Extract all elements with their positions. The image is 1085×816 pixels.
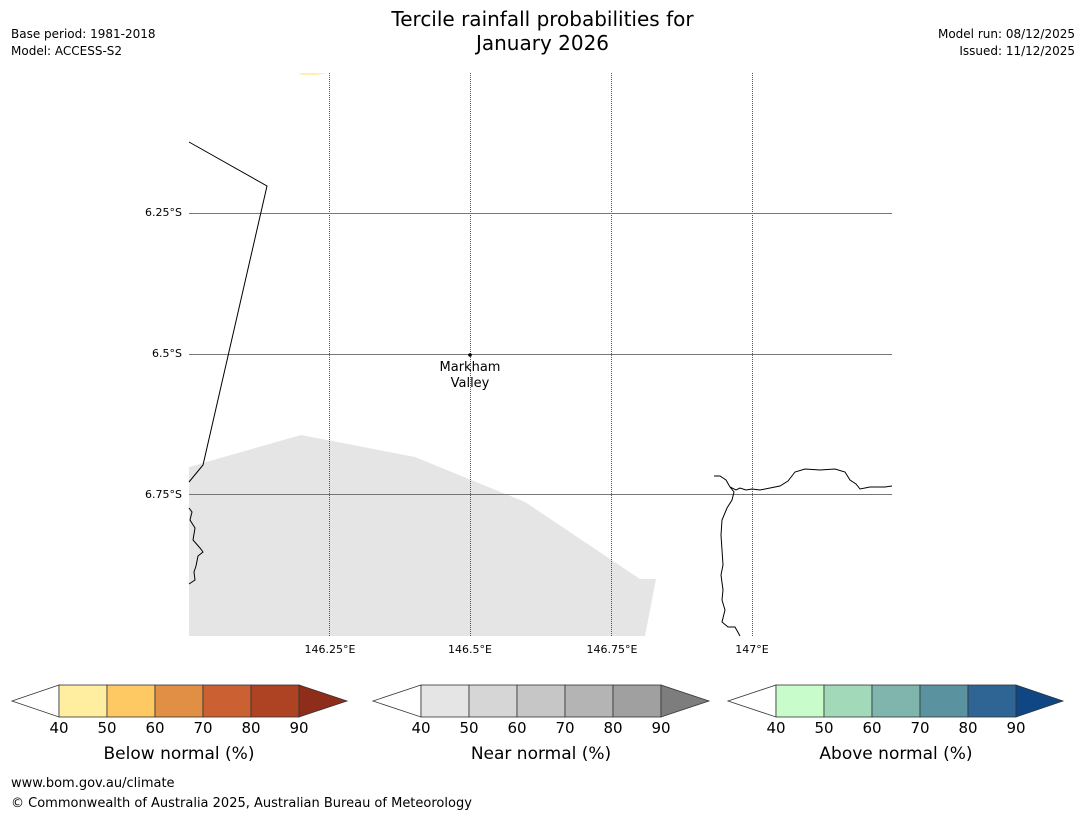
below-tick-80: 80 — [241, 719, 261, 737]
map-title-line2: January 2026 — [475, 31, 610, 55]
colorbar-above-bin-70 — [919, 684, 969, 718]
lon-label-146-25: 146.25°E — [304, 643, 356, 656]
colorbar-above-bin-80 — [967, 684, 1017, 718]
below-tick-90: 90 — [289, 719, 309, 737]
near-tick-60: 60 — [507, 719, 527, 737]
below-tick-60: 60 — [145, 719, 165, 737]
above-tick-80: 80 — [958, 719, 978, 737]
colorbar-near-normal-graphic — [371, 684, 711, 718]
colorbar-above-over-arrow — [1015, 684, 1065, 718]
colorbar-near-normal-title: Near normal (%) — [470, 744, 612, 764]
lon-label-147: 147°E — [735, 643, 769, 656]
place-name-line1: Markham — [439, 360, 501, 375]
place-label: Markham Valley — [420, 360, 520, 392]
parallels — [189, 213, 892, 495]
colorbar-above-bin-60 — [871, 684, 921, 718]
near-tick-70: 70 — [555, 719, 575, 737]
footer-url: www.bom.gov.au/climate — [11, 776, 175, 791]
colorbar-above-under-arrow — [726, 684, 777, 718]
issued-date: Issued: 11/12/2025 — [959, 44, 1075, 58]
lat-label-6-5: 6.5°S — [152, 347, 182, 360]
above-tick-90: 90 — [1006, 719, 1026, 737]
colorbar-above-normal-title: Above normal (%) — [819, 744, 973, 764]
colorbar-near-under-arrow — [371, 684, 422, 718]
place-marker — [468, 353, 472, 357]
colorbar-below-over-arrow — [298, 684, 349, 718]
above-tick-70: 70 — [910, 719, 930, 737]
colorbar-above-normal-graphic — [726, 684, 1065, 718]
colorbar-near-bin-80 — [612, 684, 662, 718]
colorbar-below-under-arrow — [10, 684, 60, 718]
near-tick-90: 90 — [651, 719, 671, 737]
footer-copyright: © Commonwealth of Australia 2025, Austra… — [11, 796, 472, 811]
above-tick-40: 40 — [766, 719, 786, 737]
border-line-west — [188, 141, 268, 483]
colorbar-near-bin-50 — [468, 684, 518, 718]
below-tick-40: 40 — [49, 719, 69, 737]
coastline-west — [188, 507, 204, 585]
colorbar-near-bin-60 — [516, 684, 566, 718]
colorbar-below-bin-50 — [106, 684, 156, 718]
colorbar-above-bin-50 — [823, 684, 873, 718]
above-tick-50: 50 — [814, 719, 834, 737]
meta-right: Model run: 08/12/2025 Issued: 11/12/2025 — [938, 26, 1075, 60]
colorbar-near-bin-40 — [420, 684, 470, 718]
map-title-line1: Tercile rainfall probabilities for — [391, 7, 694, 31]
near-tick-50: 50 — [459, 719, 479, 737]
lat-label-6-25: 6.25°S — [145, 206, 182, 219]
near-tick-40: 40 — [411, 719, 431, 737]
below-tick-50: 50 — [97, 719, 117, 737]
model-name: Model: ACCESS-S2 — [11, 44, 123, 58]
colorbar-below-bin-60 — [154, 684, 204, 718]
colorbar-below-normal-title: Below normal (%) — [103, 744, 255, 764]
colorbar-above-bin-40 — [775, 684, 825, 718]
colorbar-below-bin-70 — [202, 684, 252, 718]
colorbar-below-bin-80 — [250, 684, 300, 718]
coastline-east — [714, 468, 893, 637]
colorbar-below-normal-graphic — [10, 684, 349, 718]
below-tick-70: 70 — [193, 719, 213, 737]
colorbar-near-over-arrow — [660, 684, 711, 718]
model-run: Model run: 08/12/2025 — [937, 27, 1075, 41]
place-name-line2: Valley — [450, 376, 490, 391]
lon-label-146-5: 146.5°E — [448, 643, 492, 656]
meta-left: Base period: 1981-2018 Model: ACCESS-S2 — [11, 26, 156, 60]
lat-label-6-75: 6.75°S — [145, 488, 182, 501]
near-tick-80: 80 — [603, 719, 623, 737]
near-normal-region — [189, 435, 656, 636]
above-tick-60: 60 — [862, 719, 882, 737]
colorbar-below-bin-40 — [58, 684, 108, 718]
below-normal-fringe — [298, 73, 328, 75]
base-period: Base period: 1981-2018 — [11, 27, 156, 41]
lon-label-146-75: 146.75°E — [586, 643, 638, 656]
colorbar-near-bin-70 — [564, 684, 614, 718]
